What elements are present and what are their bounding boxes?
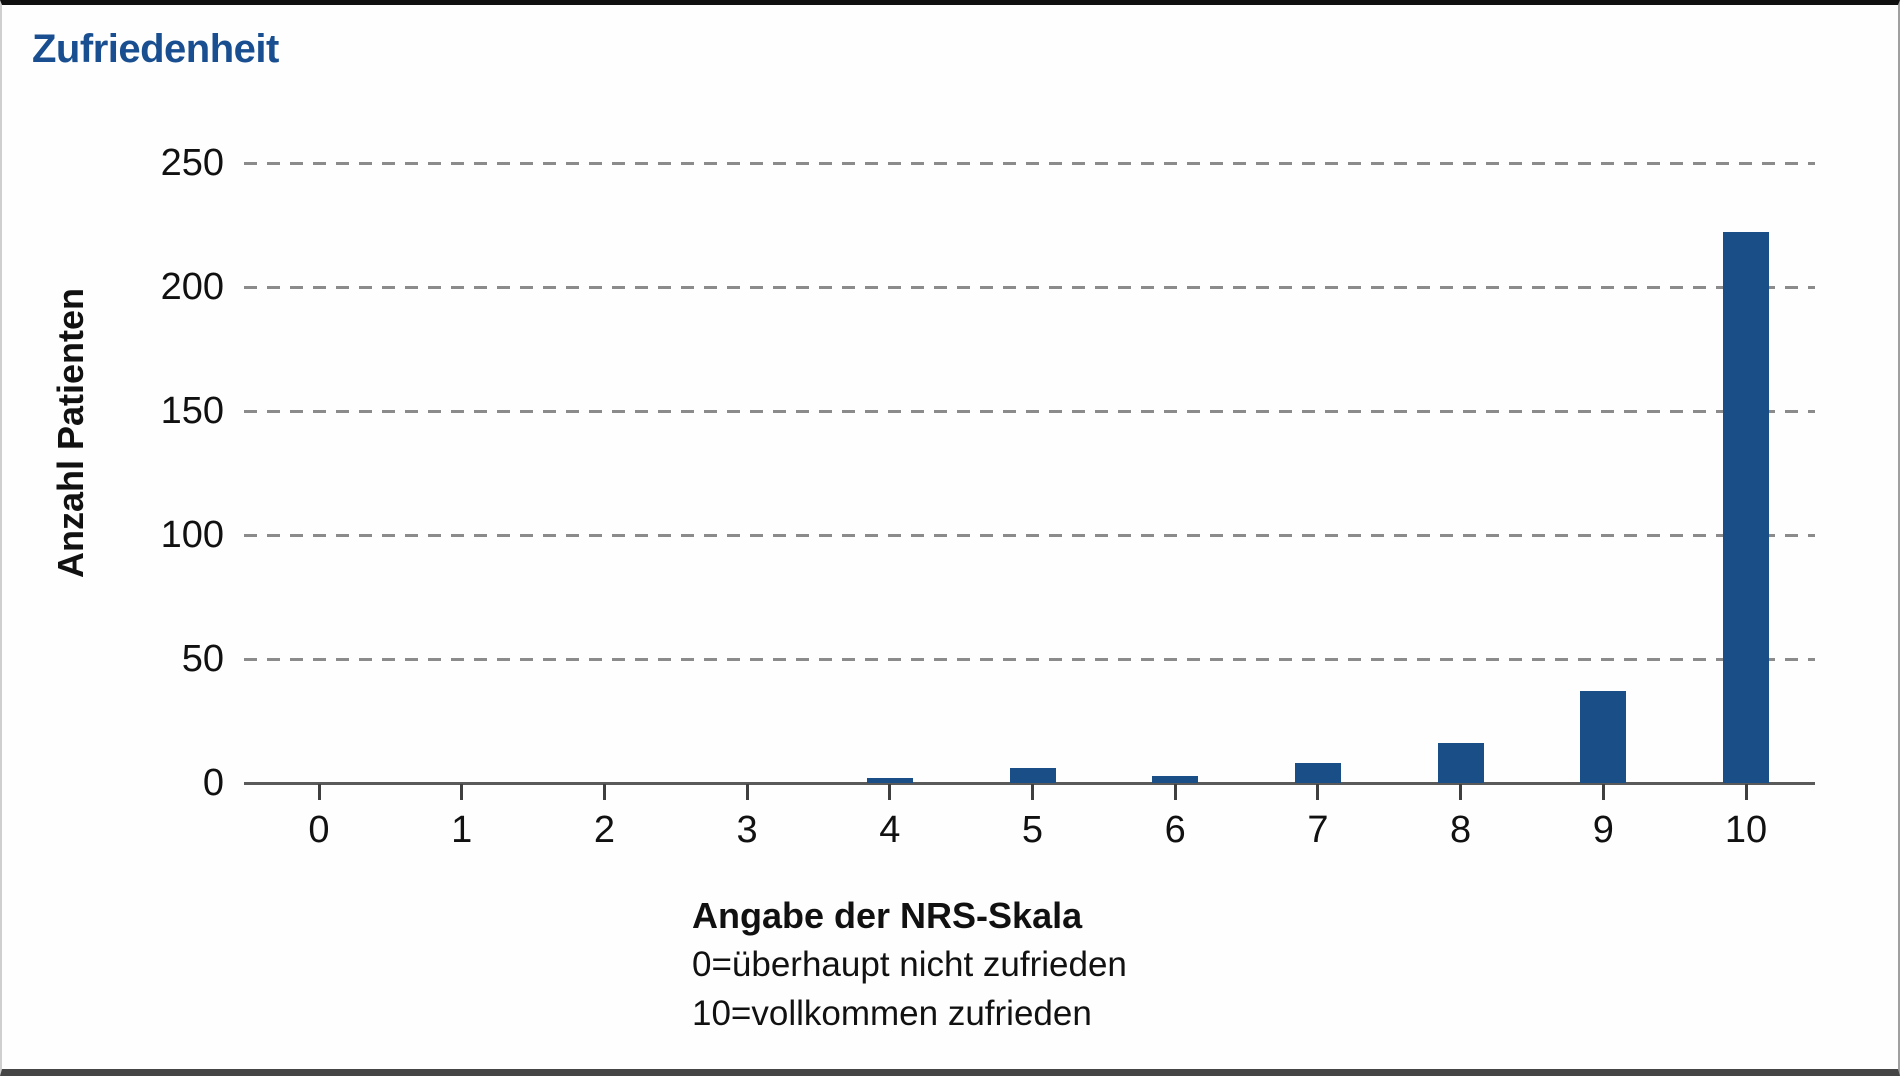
x-tick-mark-9	[1601, 784, 1605, 800]
bar-4	[866, 778, 913, 783]
x-tick-mark-3	[745, 784, 749, 800]
x-axis-note-max: 10=vollkommen zufrieden	[692, 994, 1092, 1033]
gridline-100	[244, 534, 1815, 537]
y-tick-label-0: 0	[202, 762, 224, 804]
x-tick-label-5: 5	[1021, 809, 1044, 851]
bar-7	[1294, 763, 1341, 783]
x-tick-mark-2	[602, 784, 606, 800]
y-tick-label-50: 50	[181, 638, 224, 680]
x-tick-label-3: 3	[736, 809, 758, 851]
x-tick-label-8: 8	[1450, 809, 1472, 851]
x-tick-label-7: 7	[1307, 809, 1329, 851]
x-tick-mark-8	[1459, 784, 1463, 800]
x-tick-label-4: 4	[879, 809, 901, 851]
x-axis-line	[244, 782, 1815, 785]
gridline-150	[244, 410, 1815, 413]
x-axis-title: Angabe der NRS-Skala	[692, 895, 1083, 936]
bar-5	[1009, 768, 1056, 783]
bar-8	[1437, 743, 1484, 783]
x-tick-mark-10	[1744, 784, 1748, 800]
bar-10	[1723, 232, 1769, 783]
x-tick-label-0: 0	[308, 809, 330, 851]
y-tick-label-200: 200	[160, 266, 224, 308]
chart-title: Zufriedenheit	[32, 27, 279, 71]
y-tick-label-150: 150	[160, 390, 224, 432]
x-tick-mark-6	[1173, 784, 1177, 800]
x-tick-mark-7	[1316, 784, 1320, 800]
plot-area: 0 1 2 3 4 5 6 7 8 9 10	[244, 162, 1815, 851]
x-tick-label-10: 10	[1724, 809, 1768, 851]
y-axis-title: Anzahl Patienten	[50, 287, 91, 579]
x-tick-label-1: 1	[451, 809, 473, 851]
y-tick-label-100: 100	[160, 514, 224, 556]
gridline-200	[244, 286, 1815, 289]
x-tick-label-9: 9	[1592, 809, 1614, 851]
x-tick-mark-4	[888, 784, 892, 800]
x-axis-note-min: 0=überhaupt nicht zufrieden	[692, 945, 1127, 984]
gridline-50	[244, 658, 1815, 661]
x-tick-mark-0	[317, 784, 321, 800]
x-tick-mark-5	[1031, 784, 1034, 800]
bar-9	[1580, 691, 1627, 783]
x-tick-label-2: 2	[593, 809, 615, 851]
x-axis-caption: Angabe der NRS-Skala 0=überhaupt nicht z…	[692, 891, 1127, 1038]
bar-6	[1152, 775, 1199, 783]
y-tick-label-250: 250	[160, 142, 224, 184]
gridline-250	[244, 162, 1815, 165]
x-tick-mark-1	[460, 784, 464, 800]
x-tick-label-6: 6	[1164, 809, 1186, 851]
